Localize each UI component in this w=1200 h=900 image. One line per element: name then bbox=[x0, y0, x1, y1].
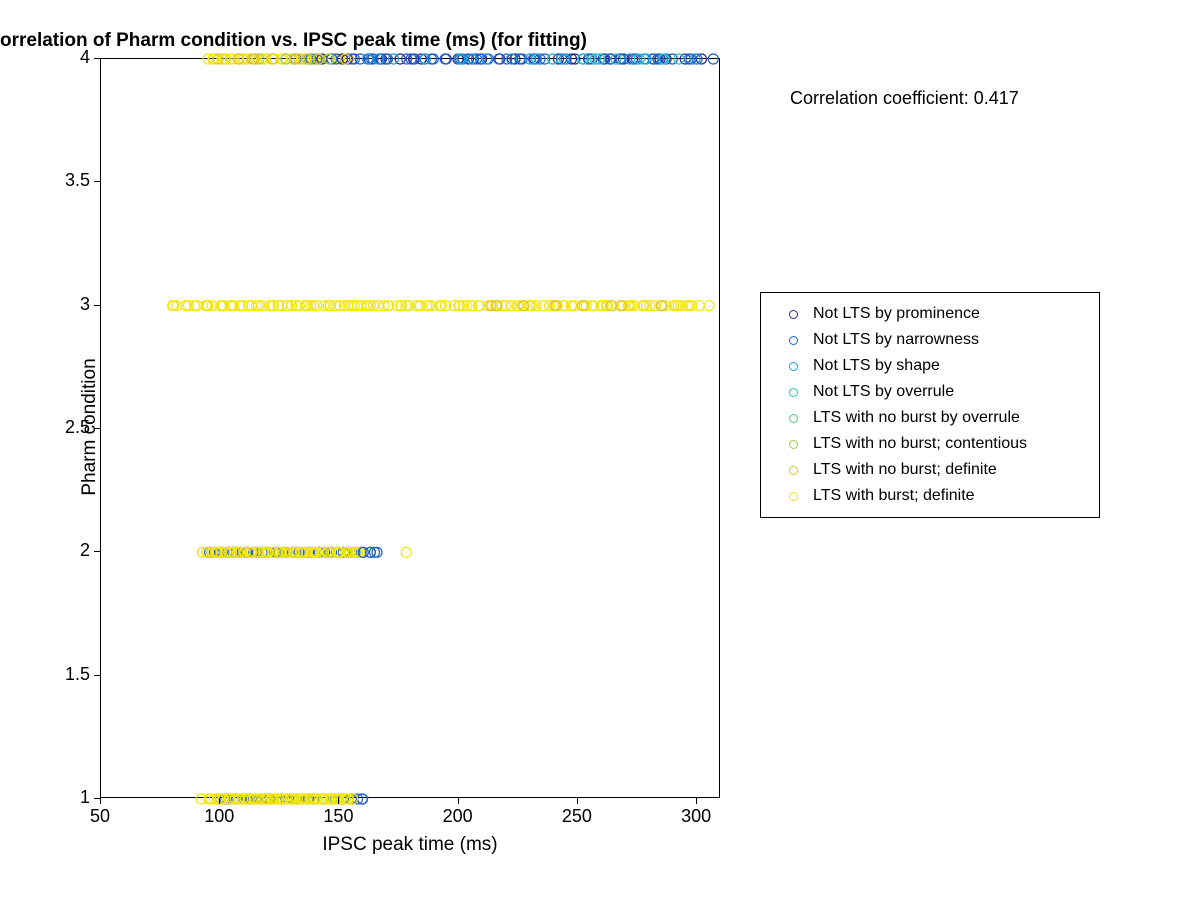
legend-marker-icon bbox=[773, 492, 813, 501]
legend-marker-icon bbox=[773, 466, 813, 475]
data-point bbox=[578, 54, 588, 64]
x-tick-label: 50 bbox=[80, 806, 120, 827]
y-tick bbox=[94, 58, 100, 59]
y-tick bbox=[94, 181, 100, 182]
x-tick bbox=[577, 798, 578, 804]
data-point bbox=[708, 54, 718, 64]
x-tick bbox=[338, 798, 339, 804]
legend-item: LTS with no burst by overrule bbox=[773, 405, 1087, 431]
y-tick-label: 1 bbox=[80, 787, 90, 808]
legend-item: LTS with no burst; definite bbox=[773, 457, 1087, 483]
legend-label: Not LTS by shape bbox=[813, 357, 940, 375]
plot-area bbox=[100, 58, 720, 798]
x-tick-label: 300 bbox=[676, 806, 716, 827]
legend-label: Not LTS by narrowness bbox=[813, 331, 979, 349]
legend-item: LTS with no burst; contentious bbox=[773, 431, 1087, 457]
y-tick bbox=[94, 428, 100, 429]
legend-item: Not LTS by shape bbox=[773, 353, 1087, 379]
data-point bbox=[704, 301, 714, 311]
x-tick-label: 200 bbox=[438, 806, 478, 827]
legend-label: LTS with no burst; contentious bbox=[813, 435, 1027, 453]
legend-label: LTS with no burst; definite bbox=[813, 461, 997, 479]
x-tick bbox=[696, 798, 697, 804]
y-tick-label: 2.5 bbox=[65, 417, 90, 438]
y-tick bbox=[94, 305, 100, 306]
legend-item: LTS with burst; definite bbox=[773, 483, 1087, 509]
legend-marker-icon bbox=[773, 388, 813, 397]
data-point bbox=[196, 794, 206, 804]
legend-marker-icon bbox=[773, 310, 813, 319]
correlation-annotation: Correlation coefficient: 0.417 bbox=[790, 88, 1019, 109]
y-tick-label: 2 bbox=[80, 540, 90, 561]
legend-item: Not LTS by overrule bbox=[773, 379, 1087, 405]
y-tick-label: 1.5 bbox=[65, 664, 90, 685]
x-tick bbox=[219, 798, 220, 804]
legend-label: LTS with burst; definite bbox=[813, 487, 975, 505]
legend-label: LTS with no burst by overrule bbox=[813, 409, 1020, 427]
y-tick-label: 4 bbox=[80, 47, 90, 68]
data-point bbox=[401, 547, 411, 557]
legend-marker-icon bbox=[773, 414, 813, 423]
y-tick-label: 3 bbox=[80, 294, 90, 315]
legend-label: Not LTS by prominence bbox=[813, 305, 980, 323]
data-point bbox=[538, 301, 548, 311]
legend-marker-icon bbox=[773, 362, 813, 371]
x-tick-label: 150 bbox=[318, 806, 358, 827]
legend-marker-icon bbox=[773, 440, 813, 449]
legend-item: Not LTS by prominence bbox=[773, 301, 1087, 327]
x-tick bbox=[458, 798, 459, 804]
legend: Not LTS by prominence Not LTS by narrowne… bbox=[760, 292, 1100, 518]
data-point bbox=[694, 301, 704, 311]
data-point bbox=[389, 54, 399, 64]
legend-label: Not LTS by overrule bbox=[813, 383, 954, 401]
data-point bbox=[474, 301, 484, 311]
x-tick-label: 100 bbox=[199, 806, 239, 827]
data-point bbox=[674, 54, 684, 64]
legend-item: Not LTS by narrowness bbox=[773, 327, 1087, 353]
y-tick-label: 3.5 bbox=[65, 170, 90, 191]
scatter-markers bbox=[101, 59, 721, 799]
x-axis-label: IPSC peak time (ms) bbox=[300, 834, 520, 856]
data-point bbox=[494, 54, 504, 64]
y-tick bbox=[94, 675, 100, 676]
legend-marker-icon bbox=[773, 336, 813, 345]
x-tick-label: 250 bbox=[557, 806, 597, 827]
x-tick bbox=[100, 798, 101, 804]
y-tick bbox=[94, 551, 100, 552]
y-tick bbox=[94, 798, 100, 799]
